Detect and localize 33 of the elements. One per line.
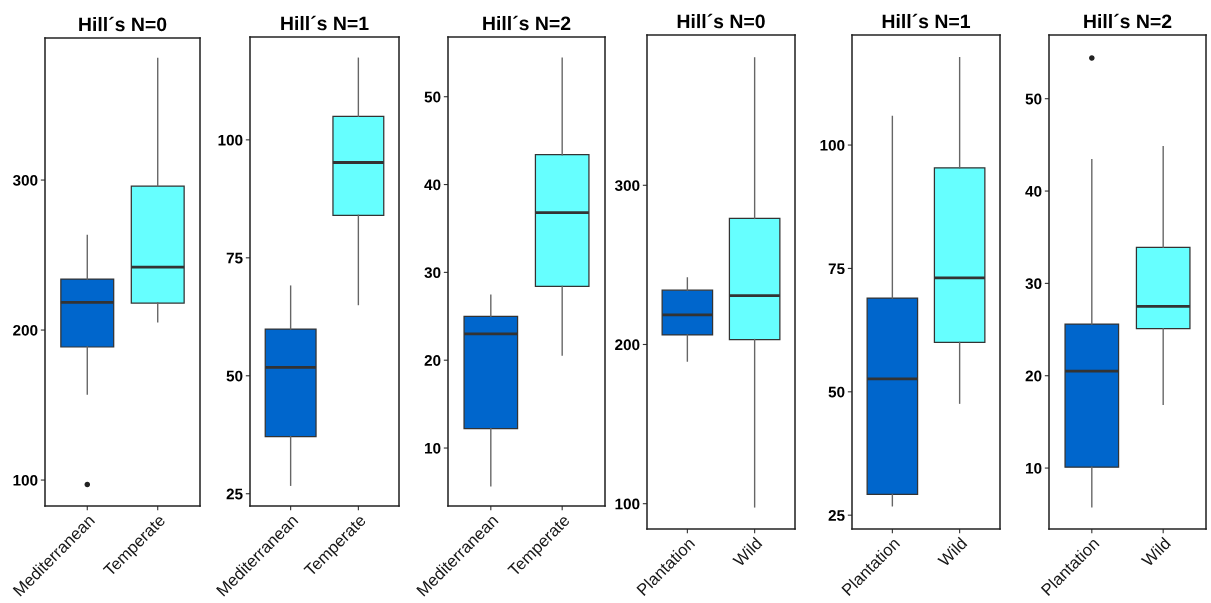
x-tick-label: Wild bbox=[731, 536, 763, 568]
y-tick-label: 25 bbox=[828, 510, 845, 521]
y-tick-label: 50 bbox=[226, 370, 243, 382]
y-tick-label: 100 bbox=[820, 139, 845, 151]
x-tick-label: Wild bbox=[936, 536, 968, 568]
y-tick-label: 100 bbox=[615, 498, 640, 510]
y-tick-label: 50 bbox=[424, 91, 441, 103]
y-tick-label: 30 bbox=[1025, 278, 1042, 290]
y-tick-label: 10 bbox=[425, 442, 441, 454]
y-tick-label: 10 bbox=[1026, 462, 1042, 474]
chart-title: Hill´s N=2 bbox=[1084, 13, 1172, 29]
chart-title: Hill´s N=0 bbox=[79, 16, 167, 32]
y-tick-label: 20 bbox=[1025, 370, 1042, 382]
y-tick-label: 200 bbox=[13, 324, 38, 336]
y-tick-label: 50 bbox=[1025, 93, 1042, 105]
y-tick-label: 25 bbox=[226, 488, 243, 500]
y-tick-label: 40 bbox=[424, 179, 441, 191]
y-tick-label: 20 bbox=[424, 355, 441, 366]
y-tick-label: 50 bbox=[828, 386, 845, 398]
chart-title: Hill´s N=0 bbox=[677, 13, 765, 29]
y-tick-label: 30 bbox=[424, 267, 441, 279]
x-tick-label: Wild bbox=[1140, 536, 1172, 568]
y-tick-label: 40 bbox=[1025, 185, 1042, 197]
y-tick-label: 300 bbox=[12, 174, 38, 186]
chart-title: Hill´s N=1 bbox=[882, 13, 971, 29]
y-tick-label: 100 bbox=[13, 474, 38, 486]
y-tick-label: 75 bbox=[226, 252, 243, 264]
y-tick-label: 75 bbox=[828, 263, 845, 275]
y-tick-label: 300 bbox=[614, 180, 640, 191]
chart-title: Hill´s N=1 bbox=[281, 15, 369, 31]
y-tick-label: 200 bbox=[615, 339, 640, 351]
chart-title: Hill´s N=2 bbox=[483, 15, 571, 31]
y-tick-label: 100 bbox=[218, 134, 243, 146]
